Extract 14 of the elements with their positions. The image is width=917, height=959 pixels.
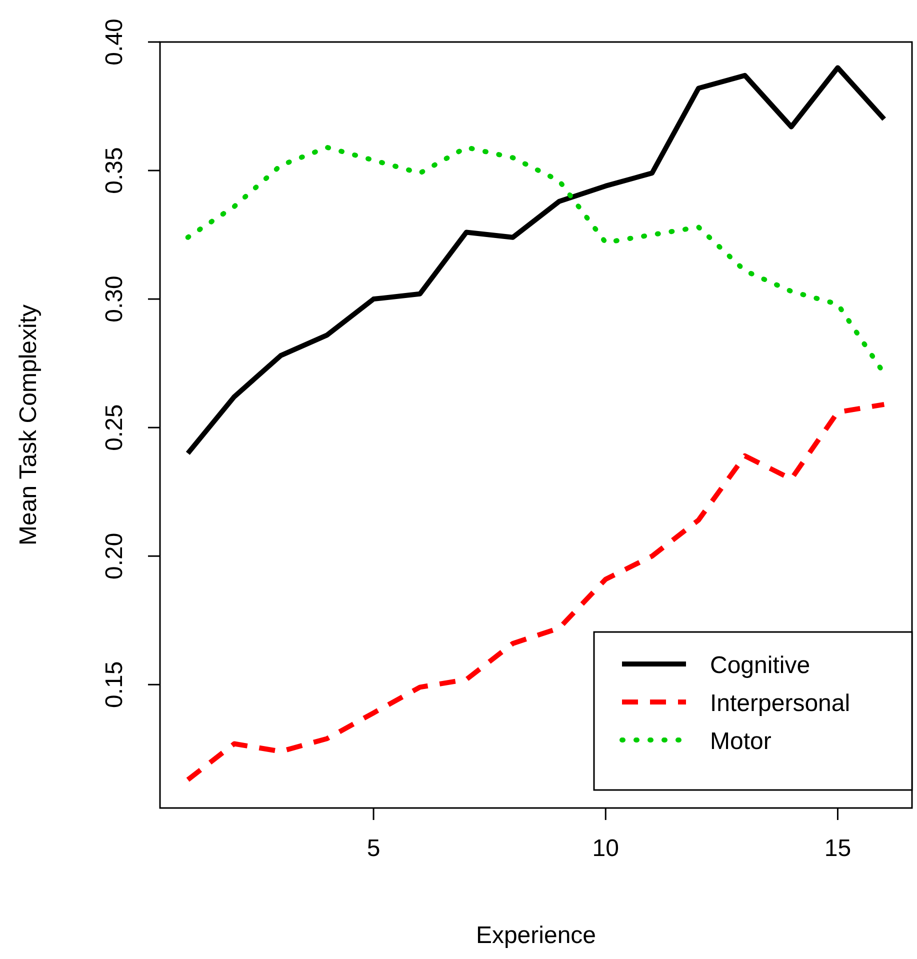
y-tick-label: 0.15 bbox=[101, 661, 128, 708]
legend-label: Motor bbox=[710, 728, 772, 755]
x-tick-label: 15 bbox=[824, 835, 852, 862]
legend-label: Interpersonal bbox=[710, 690, 850, 717]
x-axis-title: Experience bbox=[476, 922, 596, 949]
y-tick-label: 0.35 bbox=[101, 147, 128, 194]
y-tick-label: 0.30 bbox=[101, 276, 128, 322]
x-tick-label: 10 bbox=[592, 835, 619, 862]
y-tick-label: 0.20 bbox=[101, 532, 128, 580]
legend-label: Cognitive bbox=[710, 652, 810, 679]
x-tick-label: 5 bbox=[366, 835, 380, 862]
y-tick-label: 0.40 bbox=[101, 18, 128, 66]
y-tick-label: 0.25 bbox=[101, 404, 128, 451]
y-axis-title: Mean Task Complexity bbox=[15, 304, 42, 546]
